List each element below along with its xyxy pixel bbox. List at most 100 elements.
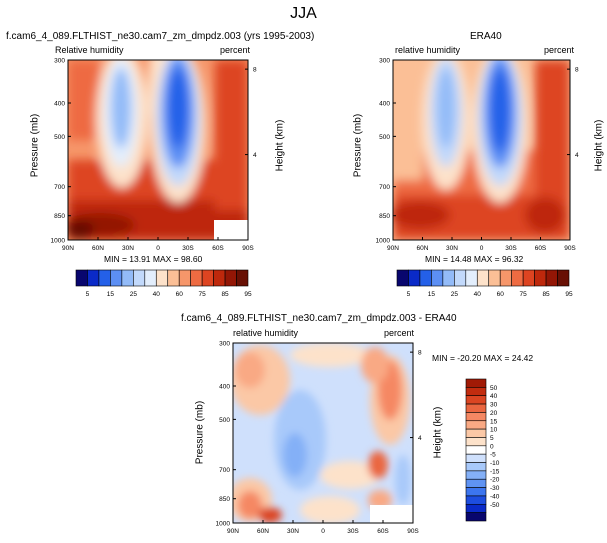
y-tick-label: 400 (219, 384, 230, 391)
colorbar-swatch (465, 420, 487, 430)
panel3-right-label: percent (384, 328, 415, 338)
x-tick-label: 90N (227, 528, 239, 535)
x-tick-label: 60S (377, 528, 389, 535)
colorbar-label: -20 (490, 477, 500, 484)
x-tick-label: 30N (446, 245, 458, 252)
y-tick-label: 700 (54, 184, 65, 191)
x-tick-label: 60N (417, 245, 429, 252)
x-tick-label: 90S (242, 245, 254, 252)
x-tick-label: 60S (212, 245, 224, 252)
x-tick-label: 30N (122, 245, 134, 252)
x-tick-label: 30N (287, 528, 299, 535)
panel2-axes: 90N 60N 30N 0 30S 60S 90S 300 400 500 700 850 1000 8 4 (376, 58, 579, 253)
y-tick-label: 300 (219, 341, 230, 348)
colorbar-swatch (465, 428, 487, 438)
x-tick-label: 90S (564, 245, 576, 252)
colorbar-swatch (465, 403, 487, 413)
panel3-title: f.cam6_4_089.FLTHIST_ne30.cam7_zm_dmpdz.… (181, 313, 457, 324)
x-tick-label: 0 (480, 245, 484, 252)
figure-title: JJA (290, 5, 317, 22)
colorbar-label: 5 (407, 291, 411, 298)
colorbar-label: -40 (490, 493, 500, 500)
y2-tick-label: 4 (418, 435, 422, 442)
colorbar-swatch (236, 269, 249, 287)
panel3-stats: MIN = -20.20 MAX = 24.42 (432, 353, 534, 363)
colorbar-swatch (465, 512, 487, 522)
y-tick-label: 850 (379, 213, 390, 220)
y2-tick-label: 8 (253, 67, 257, 74)
colorbar-label: 95 (565, 291, 573, 298)
colorbar-label: 0 (490, 443, 494, 450)
colorbar-swatch (465, 503, 487, 513)
colorbar-label: 25 (451, 291, 459, 298)
colorbar-label: -5 (490, 452, 496, 459)
y2-tick-label: 8 (418, 350, 422, 357)
y-tick-label: 500 (54, 134, 65, 141)
y-tick-label: 1000 (376, 238, 391, 245)
y-tick-label: 850 (54, 213, 65, 220)
colorbar-label: -10 (490, 460, 500, 467)
colorbar-label: 95 (244, 291, 252, 298)
colorbar-label: 40 (490, 393, 498, 400)
x-tick-label: 30S (347, 528, 359, 535)
panel1-field (68, 60, 248, 240)
x-tick-label: 90N (62, 245, 74, 252)
colorbar-swatch (465, 445, 487, 455)
y-tick-label: 1000 (216, 521, 231, 528)
y-tick-label: 500 (379, 134, 390, 141)
y-tick-label: 300 (54, 58, 65, 65)
x-tick-label: 90S (407, 528, 419, 535)
colorbar-label: 75 (199, 291, 207, 298)
x-tick-label: 60S (535, 245, 547, 252)
panel2-field (393, 60, 570, 240)
panel1-title: f.cam6_4_089.FLTHIST_ne30.cam7_zm_dmpdz.… (6, 31, 315, 42)
colorbar-label: 30 (490, 402, 498, 409)
colorbar-swatch (465, 378, 487, 388)
colorbar-swatch (465, 395, 487, 405)
panel3-axes: 90N 60N 30N 0 30S 60S 90S 300 400 500 700 850 1000 8 4 (216, 341, 422, 536)
colorbar-label: 5 (86, 291, 90, 298)
colorbar-label: 40 (474, 291, 482, 298)
colorbar-label: 75 (520, 291, 528, 298)
colorbar-swatch (465, 470, 487, 480)
colorbar-swatch (465, 453, 487, 463)
panel3-field (233, 343, 413, 523)
colorbar-label: 15 (490, 418, 498, 425)
colorbar-label: 5 (490, 435, 494, 442)
colorbar-swatch (465, 437, 487, 447)
y-tick-label: 850 (219, 496, 230, 503)
colorbar-swatch (465, 387, 487, 397)
x-tick-label: 60N (257, 528, 269, 535)
colorbar-swatch (465, 462, 487, 472)
y-tick-label: 500 (219, 417, 230, 424)
colorbar-label: 15 (107, 291, 115, 298)
colorbar-label: 60 (176, 291, 184, 298)
y-tick-label: 1000 (51, 238, 66, 245)
colorbar-swatch (465, 487, 487, 497)
panel3-left-label: relative humidity (233, 328, 299, 338)
x-tick-label: 90N (387, 245, 399, 252)
panel2-title: ERA40 (470, 31, 502, 42)
y-tick-label: 400 (54, 101, 65, 108)
colorbar-swatch (557, 269, 570, 287)
x-tick-label: 0 (156, 245, 160, 252)
colorbar-label: 85 (542, 291, 550, 298)
colorbar-swatch (465, 495, 487, 505)
y2-tick-label: 8 (575, 67, 579, 74)
panel1-stats: MIN = 13.91 MAX = 98.60 (104, 254, 203, 264)
colorbar-label: 60 (497, 291, 505, 298)
colorbar-label: -50 (490, 502, 500, 509)
y-tick-label: 300 (379, 58, 390, 65)
panel2-stats: MIN = 14.48 MAX = 96.32 (425, 254, 524, 264)
panel1-left-label: Relative humidity (55, 45, 124, 55)
colorbar-label: 20 (490, 410, 498, 417)
x-tick-label: 30S (182, 245, 194, 252)
x-tick-label: 0 (321, 528, 325, 535)
y2-tick-label: 4 (253, 152, 257, 159)
colorbar-swatch (465, 478, 487, 488)
y-tick-label: 400 (379, 101, 390, 108)
panel2-right-label: percent (544, 45, 575, 55)
